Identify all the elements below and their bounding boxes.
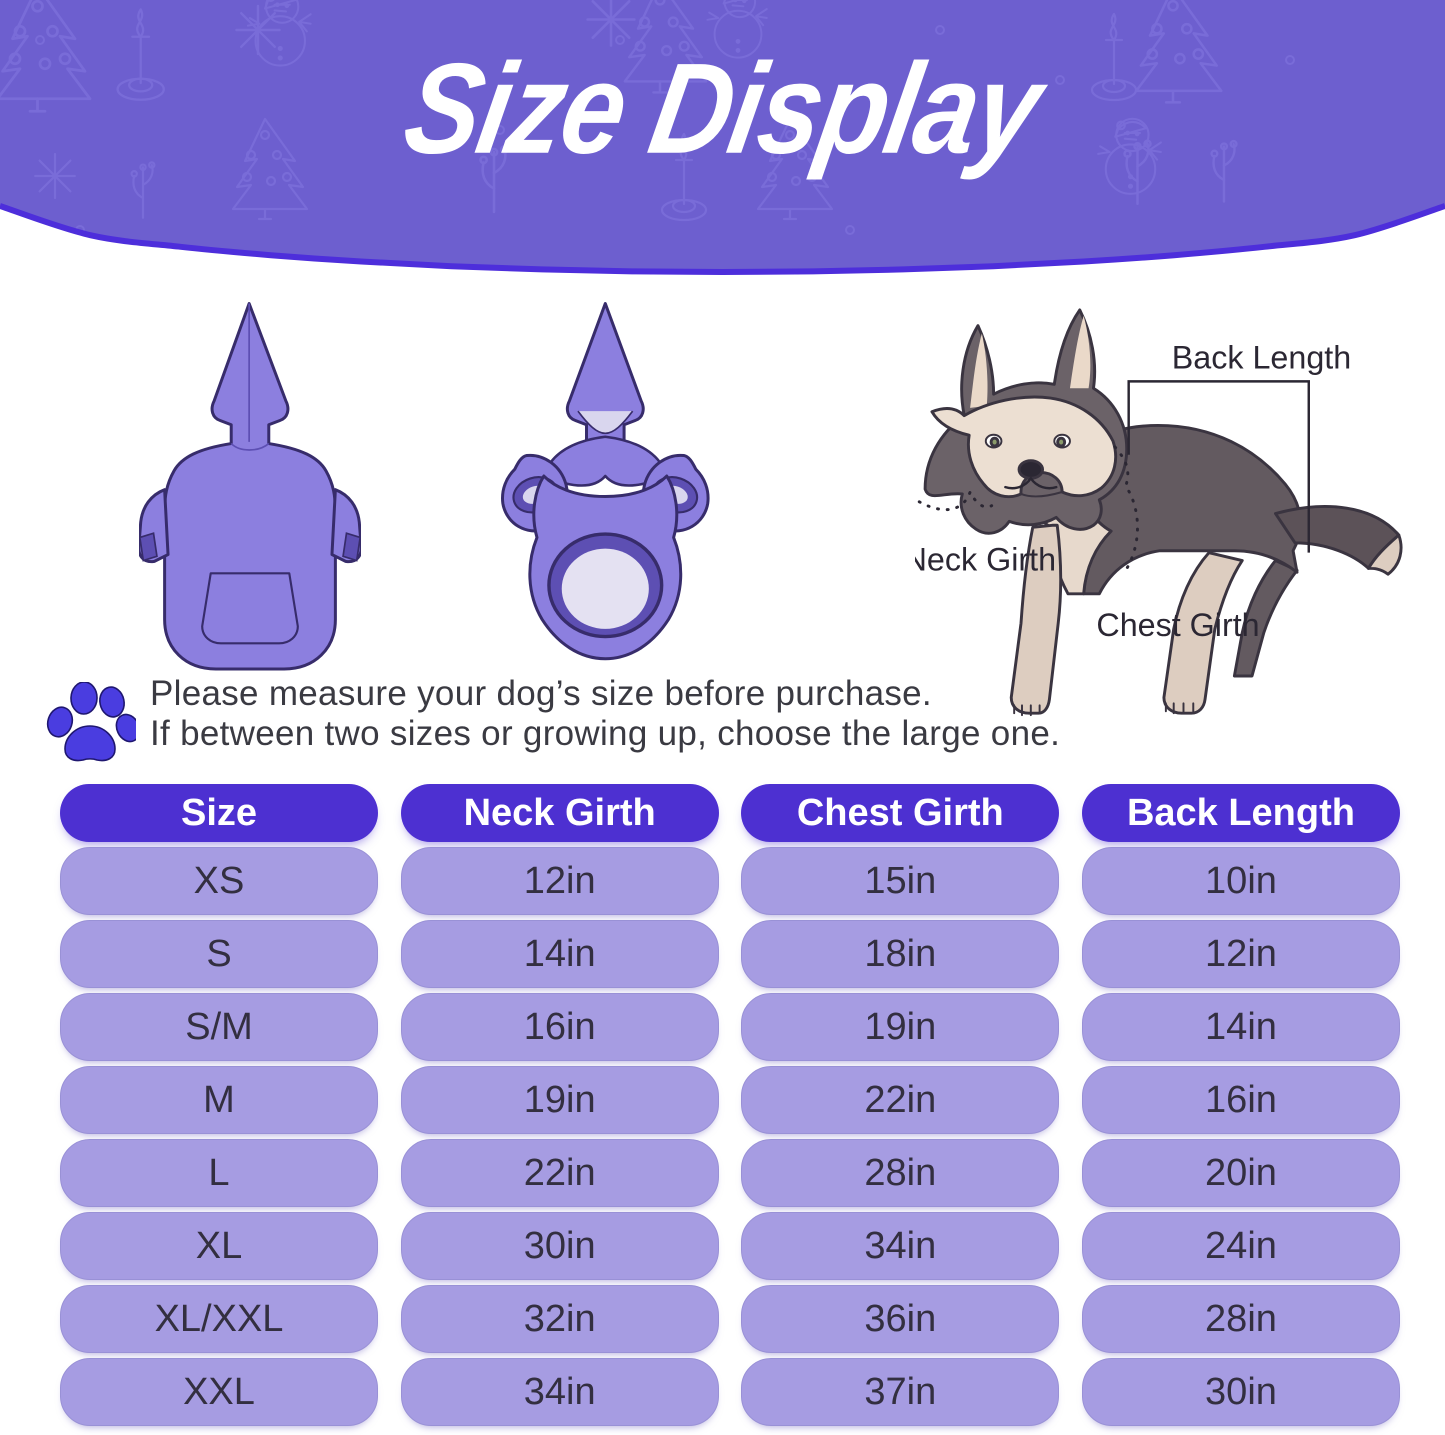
- svg-text:Back Length: Back Length: [1172, 340, 1351, 376]
- svg-text:Neck Girth: Neck Girth: [915, 541, 1056, 577]
- svg-text:Chest Girth: Chest Girth: [1096, 607, 1259, 643]
